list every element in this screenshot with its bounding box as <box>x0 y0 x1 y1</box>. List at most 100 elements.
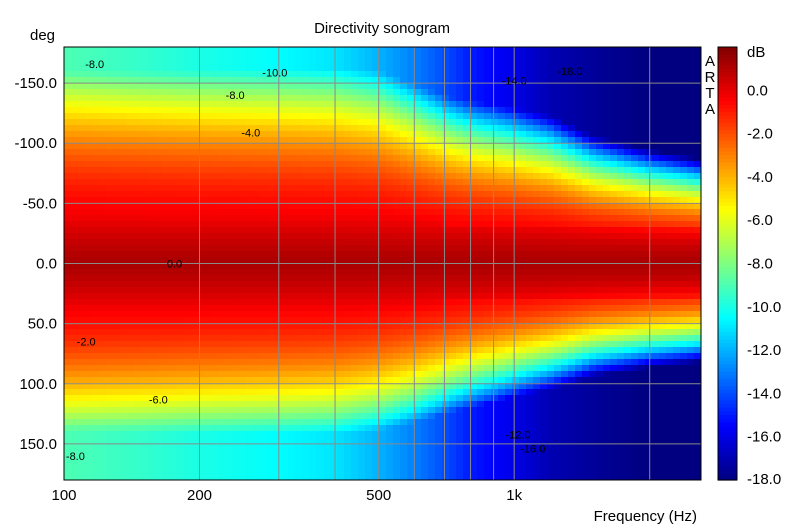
heatmap-cell <box>162 83 170 90</box>
heatmap-cell <box>330 59 338 66</box>
heatmap-cell <box>526 47 534 54</box>
heatmap-cell <box>141 131 149 138</box>
heatmap-cell <box>323 431 331 438</box>
heatmap-cell <box>134 83 142 90</box>
heatmap-cell <box>183 347 191 354</box>
heatmap-cell <box>176 467 184 474</box>
heatmap-cell <box>407 83 415 90</box>
heatmap-cell <box>519 137 527 144</box>
heatmap-cell <box>540 167 548 174</box>
heatmap-cell <box>106 305 114 312</box>
heatmap-cell <box>71 467 79 474</box>
heatmap-cell <box>351 53 359 60</box>
heatmap-cell <box>127 461 135 468</box>
heatmap-cell <box>505 449 513 456</box>
heatmap-cell <box>99 455 107 462</box>
heatmap-cell <box>169 377 177 384</box>
heatmap-cell <box>295 245 303 252</box>
heatmap-cell <box>218 437 226 444</box>
heatmap-cell <box>232 437 240 444</box>
heatmap-cell <box>526 89 534 96</box>
heatmap-cell <box>498 47 506 54</box>
heatmap-cell <box>99 389 107 396</box>
heatmap-cell <box>344 365 352 372</box>
heatmap-cell <box>498 233 506 240</box>
heatmap-cell <box>449 323 457 330</box>
heatmap-cell <box>512 449 520 456</box>
heatmap-cell <box>225 317 233 324</box>
heatmap-cell <box>540 185 548 192</box>
heatmap-cell <box>491 239 499 246</box>
plot-area <box>64 47 702 481</box>
heatmap-cell <box>85 59 93 66</box>
heatmap-cell <box>260 209 268 216</box>
heatmap-cell <box>295 155 303 162</box>
heatmap-cell <box>106 209 114 216</box>
heatmap-cell <box>484 365 492 372</box>
heatmap-cell <box>204 467 212 474</box>
heatmap-cell <box>85 179 93 186</box>
heatmap-cell <box>421 221 429 228</box>
heatmap-cell <box>78 137 86 144</box>
heatmap-cell <box>274 251 282 258</box>
heatmap-cell <box>295 287 303 294</box>
heatmap-cell <box>463 377 471 384</box>
heatmap-cell <box>183 359 191 366</box>
heatmap-cell <box>71 305 79 312</box>
heatmap-cell <box>477 179 485 186</box>
heatmap-cell <box>323 377 331 384</box>
heatmap-cell <box>85 287 93 294</box>
heatmap-cell <box>260 317 268 324</box>
heatmap-cell <box>393 233 401 240</box>
heatmap-cell <box>288 287 296 294</box>
heatmap-cell <box>211 257 219 264</box>
heatmap-cell <box>148 401 156 408</box>
heatmap-cell <box>260 113 268 120</box>
heatmap-cell <box>491 77 499 84</box>
heatmap-cell <box>302 455 310 462</box>
heatmap-cell <box>386 401 394 408</box>
heatmap-cell <box>393 101 401 108</box>
heatmap-cell <box>162 251 170 258</box>
heatmap-cell <box>141 107 149 114</box>
heatmap-cell <box>393 359 401 366</box>
heatmap-cell <box>421 347 429 354</box>
heatmap-cell <box>449 179 457 186</box>
heatmap-cell <box>120 203 128 210</box>
heatmap-cell <box>302 347 310 354</box>
heatmap-cell <box>225 455 233 462</box>
heatmap-cell <box>435 125 443 132</box>
heatmap-cell <box>239 209 247 216</box>
heatmap-cell <box>379 245 387 252</box>
heatmap-cell <box>190 233 198 240</box>
heatmap-cell <box>358 227 366 234</box>
heatmap-cell <box>526 71 534 78</box>
heatmap-cell <box>183 215 191 222</box>
heatmap-cell <box>239 191 247 198</box>
heatmap-cell <box>64 299 72 306</box>
heatmap-cell <box>281 65 289 72</box>
heatmap-cell <box>358 185 366 192</box>
heatmap-cell <box>414 83 422 90</box>
heatmap-cell <box>435 299 443 306</box>
heatmap-cell <box>302 185 310 192</box>
heatmap-cell <box>351 347 359 354</box>
heatmap-cell <box>358 287 366 294</box>
heatmap-cell <box>78 449 86 456</box>
heatmap-cell <box>323 107 331 114</box>
heatmap-cell <box>246 437 254 444</box>
heatmap-cell <box>463 281 471 288</box>
heatmap-cell <box>92 59 100 66</box>
heatmap-cell <box>295 305 303 312</box>
heatmap-cell <box>246 185 254 192</box>
heatmap-cell <box>148 77 156 84</box>
heatmap-cell <box>519 281 527 288</box>
heatmap-cell <box>365 329 373 336</box>
heatmap-cell <box>120 323 128 330</box>
heatmap-cell <box>134 101 142 108</box>
heatmap-cell <box>176 311 184 318</box>
heatmap-cell <box>113 305 121 312</box>
heatmap-cell <box>267 77 275 84</box>
heatmap-cell <box>78 221 86 228</box>
heatmap-cell <box>267 293 275 300</box>
